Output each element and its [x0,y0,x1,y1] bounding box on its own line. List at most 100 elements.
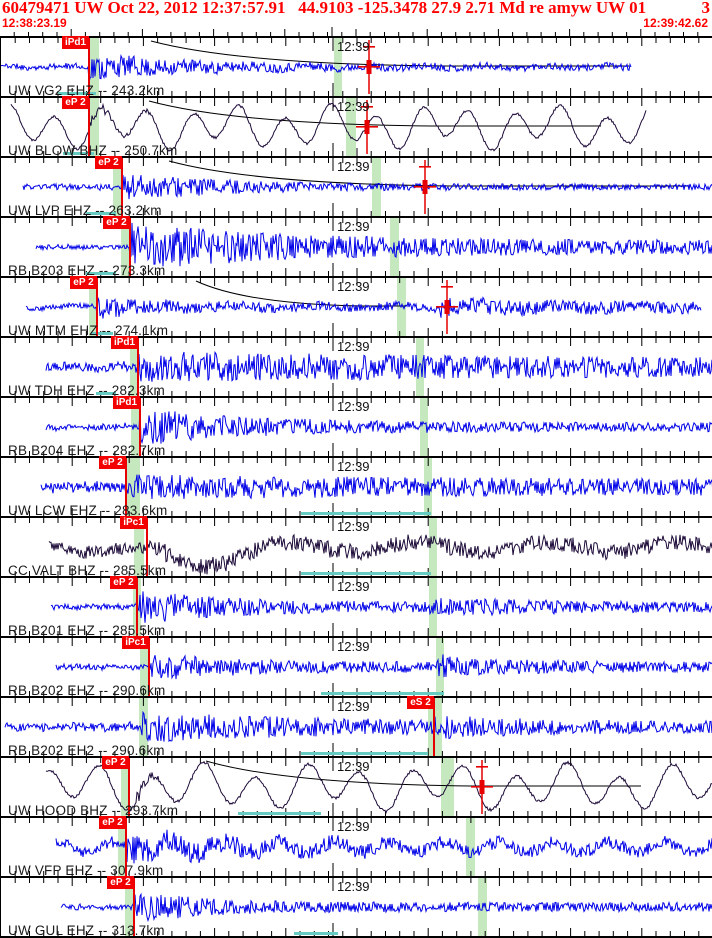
phase-pick-line[interactable] [125,818,127,876]
pick-flag-LCW[interactable]: eP 2 [99,456,126,469]
s-pick-marker[interactable] [356,100,378,154]
trace-panel-MTM[interactable]: eP 2 12:39 UW MTM EHZ -- 274.1km [1,276,712,338]
phase-pick-line[interactable] [96,278,98,336]
time-tick-marks [14,398,700,456]
seismogram-waveform [40,474,712,500]
coda-decay-curve [168,160,691,187]
phase-pick-line[interactable] [128,758,130,816]
coda-duration-bar [321,692,444,695]
predicted-p-band [121,758,130,816]
waveform-plot-VFP[interactable] [1,818,712,876]
trace-panel-HOOD[interactable]: eP 2 12:39 UW HOOD BHZ -- 293.7km [1,756,712,818]
seismogram-waveform [48,533,712,575]
pick-flag-LVP[interactable]: eP 2 [95,156,122,169]
phase-pick-line[interactable] [146,518,148,576]
time-tick-marks [14,818,700,876]
station-label-B203: RB B203 EHZ -- 273.3km [8,263,166,278]
pick-flag-VALT[interactable]: iPc1 [120,516,147,529]
minute-label: 12:39 [337,99,370,114]
waveform-plot-B203[interactable] [1,218,712,276]
trace-panel-B201[interactable]: eP 2 12:39 RB B201 EHZ -- 285.5km [1,576,712,638]
pick-flag-BLOW[interactable]: eP 2 [62,96,89,109]
phase-pick-line[interactable] [433,698,435,756]
phase-pick-line[interactable] [133,878,135,936]
event-header: 60479471 UW Oct 22, 2012 12:37:57.91 44.… [2,0,710,18]
station-label-GUL: UW GUL EHZ -- 313.7km [8,923,165,938]
time-tick-marks [14,578,700,636]
phase-pick-line[interactable] [136,578,138,636]
predicted-s-band [429,578,437,636]
minute-label: 12:39 [337,219,370,234]
phase-pick-line[interactable] [139,398,141,456]
pick-flag-MTM[interactable]: eP 2 [70,276,97,289]
pick-flag-VFP[interactable]: eP 2 [99,816,126,829]
trace-panel-B203[interactable]: eP 2 12:39 RB B203 EHZ -- 273.3km [1,216,712,278]
predicted-s-band [416,338,424,396]
coda-duration-bar [86,272,116,275]
page-number: 3 [701,0,711,17]
predicted-p-band [89,98,99,156]
s-pick-marker[interactable] [414,160,436,214]
time-tick-marks [14,338,700,396]
trace-panel-B202[interactable]: iPc1 12:39 RB B202 EHZ -- 290.6km [1,636,712,698]
waveform-plot-LCW[interactable] [1,458,712,516]
waveform-plot-LVP[interactable] [1,158,712,216]
waveform-plot-MTM[interactable] [1,278,712,336]
station-label-B202: RB B202 EHZ -- 290.6km [8,683,166,698]
s-pick-marker[interactable] [358,40,380,94]
phase-pick-line[interactable] [88,38,90,96]
seismogram-waveform [35,222,712,267]
phase-pick-line[interactable] [129,218,131,276]
waveform-plot-B204[interactable] [1,398,712,456]
pick-flag-GUL[interactable]: eP 2 [107,876,134,889]
pick-flag-B204[interactable]: iPd1 [113,396,140,409]
waveform-plot-VG2[interactable] [0,38,712,96]
phase-pick-line[interactable] [148,638,150,696]
phase-pick-line[interactable] [88,98,90,156]
pick-flag-VG2[interactable]: iPd1 [62,36,89,49]
trace-panel-VALT[interactable]: iPc1 12:39 CC VALT BHZ -- 285.5km [1,516,712,578]
trace-panel-VFP[interactable]: eP 2 12:39 UW VFP EHZ -- 307.9km [1,816,712,878]
pick-flag-HOOD[interactable]: eP 2 [102,756,129,769]
s-pick-marker[interactable] [471,760,493,814]
trace-panel-B204[interactable]: iPd1 12:39 RB B204 EHZ -- 282.7km [1,396,712,458]
pick-flag-B202[interactable]: iPc1 [122,636,149,649]
trace-panel-LVP[interactable]: eP 2 12:39 UW LVP EHZ -- 263.2km [1,156,712,218]
pick-flag-B203[interactable]: eP 2 [103,216,130,229]
trace-panel-BLOW[interactable]: eP 2 12:39 UW BLOW BHZ -- 250.7km [1,96,712,158]
waveform-plot-VALT[interactable] [1,518,712,576]
phase-pick-line[interactable] [137,338,139,396]
phase-pick-line[interactable] [121,158,123,216]
waveform-plot-TDH[interactable] [1,338,712,396]
trace-panel-B202-EH2[interactable]: eS 2 12:39 RB B202 EH2 -- 290.6km [1,696,712,758]
trace-panel-GUL[interactable]: eP 2 12:39 UW GUL EHZ -- 313.7km [1,876,712,938]
minute-label: 12:39 [337,639,370,654]
event-summary-text: 60479471 UW Oct 22, 2012 12:37:57.91 44.… [2,0,647,17]
s-pick-marker[interactable] [436,280,458,334]
waveform-plot-BLOW[interactable] [1,98,712,156]
pick-flag-B201[interactable]: eP 2 [110,576,137,589]
pick-flag-B202-EH2[interactable]: eS 2 [407,696,434,709]
waveform-plot-B202-EH2[interactable] [1,698,712,756]
minute-label: 12:39 [337,459,370,474]
waveform-plot-GUL[interactable] [1,878,712,936]
window-end-time: 12:39:42.62 [643,16,708,30]
trace-panel-LCW[interactable]: eP 2 12:39 UW LCW EHZ -- 283.6km [1,456,712,518]
predicted-p-band [118,818,127,876]
predicted-p-band [139,698,148,756]
coda-decay-curve [148,100,601,127]
trace-panel-TDH[interactable]: iPd1 12:39 UW TDH EHZ -- 282.3km [1,336,712,398]
time-window-header: 12:38:23.19 12:39:42.62 [2,16,708,30]
waveform-plot-B202[interactable] [1,638,712,696]
waveform-plot-HOOD[interactable] [1,758,712,816]
seismogram-waveform [4,710,712,743]
predicted-s-band [346,98,356,156]
coda-duration-bar [96,392,116,395]
trace-panel-VG2[interactable]: iPd1 12:39 UW VG2 EHZ -- 243.2km [0,36,712,98]
predicted-p-band [140,638,149,696]
waveform-plot-B201[interactable] [1,578,712,636]
phase-pick-line[interactable] [125,458,127,516]
station-label-MTM: UW MTM EHZ -- 274.1km [8,323,169,338]
pick-flag-TDH[interactable]: iPd1 [111,336,138,349]
predicted-s-band [334,38,342,96]
